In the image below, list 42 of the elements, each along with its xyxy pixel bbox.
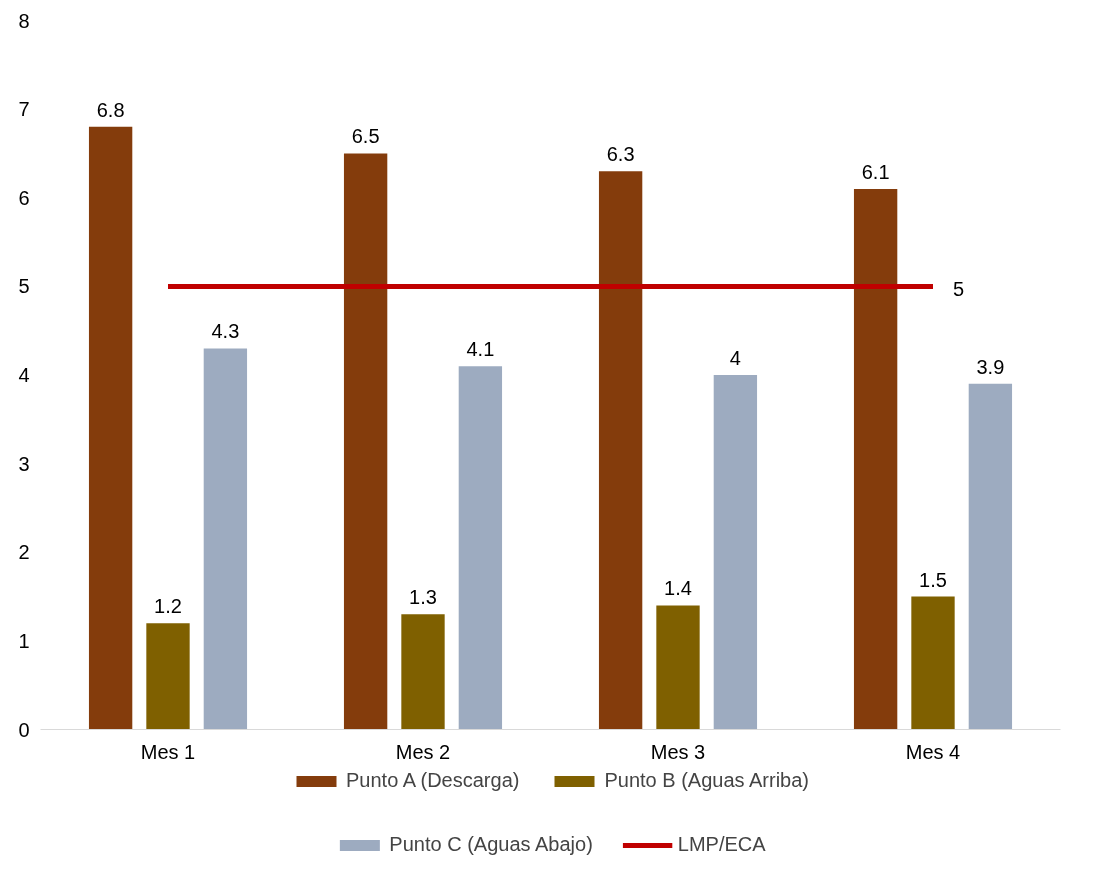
data-label: 6.1	[861, 160, 890, 183]
data-label: 1.4	[664, 577, 692, 600]
bar	[458, 366, 503, 730]
bar	[88, 126, 133, 730]
bar	[713, 375, 758, 730]
bar	[968, 383, 1013, 730]
data-label: 4	[729, 347, 741, 369]
y-tick-label: 2	[18, 541, 30, 564]
legend-label: LMP/ECA	[677, 833, 766, 856]
y-tick-label: 8	[18, 9, 30, 32]
bar	[853, 188, 898, 730]
data-label: 1.5	[919, 568, 947, 591]
legend-label: Punto C (Aguas Abajo)	[389, 833, 593, 856]
data-label: 1.2	[154, 595, 182, 618]
x-tick-label: Mes 1	[140, 740, 196, 763]
x-tick-label: Mes 3	[650, 740, 706, 763]
data-label: 1.3	[409, 586, 437, 609]
data-label: 3.9	[976, 355, 1005, 378]
y-tick-label: 4	[18, 364, 30, 386]
bar	[343, 153, 388, 730]
legend-label: Punto A (Descarga)	[346, 769, 520, 792]
data-label: 6.5	[351, 125, 380, 148]
bar	[911, 596, 955, 730]
y-tick-label: 6	[18, 186, 30, 209]
data-label: 4.3	[211, 320, 240, 343]
y-tick-label: 1	[18, 629, 30, 652]
bar	[598, 171, 643, 730]
bar	[401, 614, 445, 730]
legend-label: Punto B (Aguas Arriba)	[604, 769, 809, 792]
y-tick-label: 5	[18, 275, 30, 298]
y-tick-label: 0	[18, 718, 30, 741]
x-tick-label: Mes 2	[395, 740, 451, 763]
x-tick-label: Mes 4	[905, 740, 961, 763]
data-label: 6.8	[96, 98, 125, 121]
bar	[203, 348, 248, 730]
y-tick-label: 7	[18, 98, 30, 121]
data-label: 6.3	[606, 143, 635, 166]
y-tick-label: 3	[18, 452, 30, 475]
data-label: 5	[953, 278, 965, 301]
data-label: 4.1	[466, 338, 495, 361]
bar	[146, 623, 190, 730]
bar	[656, 605, 700, 730]
